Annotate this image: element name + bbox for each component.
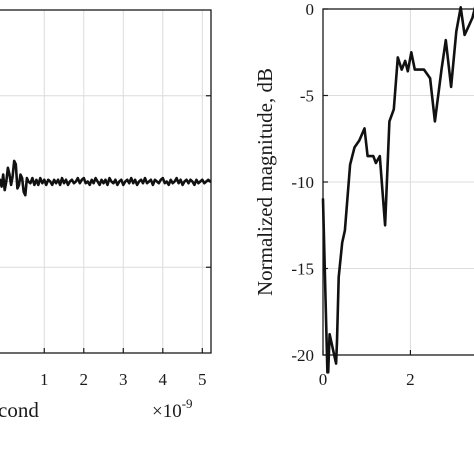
right-y-tick-label-4: -20	[291, 346, 314, 365]
left-x-tick-labels: 1 2 3 4 5	[40, 370, 207, 389]
right-y-tick-label-0: 0	[306, 0, 315, 19]
left-series-line	[0, 159, 212, 197]
left-x-exponent-power: -9	[182, 396, 193, 411]
left-x-exponent-label: ×10-9	[152, 396, 193, 422]
left-x-tick-label-2: 3	[119, 370, 128, 389]
left-x-tick-label-1: 2	[80, 370, 89, 389]
right-y-tick-label-2: -10	[291, 173, 314, 192]
right-y-tick-labels: 0 -5 -10 -15 -20	[291, 0, 314, 365]
left-x-exponent-base: ×10	[152, 401, 182, 422]
right-series-line	[321, 6, 474, 374]
left-x-tick-label-3: 4	[159, 370, 168, 389]
left-x-axis-title: cond	[0, 398, 39, 422]
right-x-tick-label-1: 2	[406, 370, 415, 389]
right-x-tick-label-0: 0	[319, 370, 328, 389]
right-y-tick-label-3: -15	[291, 260, 314, 279]
right-plot-frame	[322, 8, 474, 356]
right-y-axis-title: Normalized magnitude, dB	[253, 68, 277, 296]
left-x-tick-label-0: 1	[40, 370, 49, 389]
left-x-tick-label-4: 5	[198, 370, 207, 389]
left-chart-panel: 1 2 3 4 5 cond ×10-9	[0, 9, 212, 422]
right-y-tick-label-1: -5	[300, 87, 314, 106]
